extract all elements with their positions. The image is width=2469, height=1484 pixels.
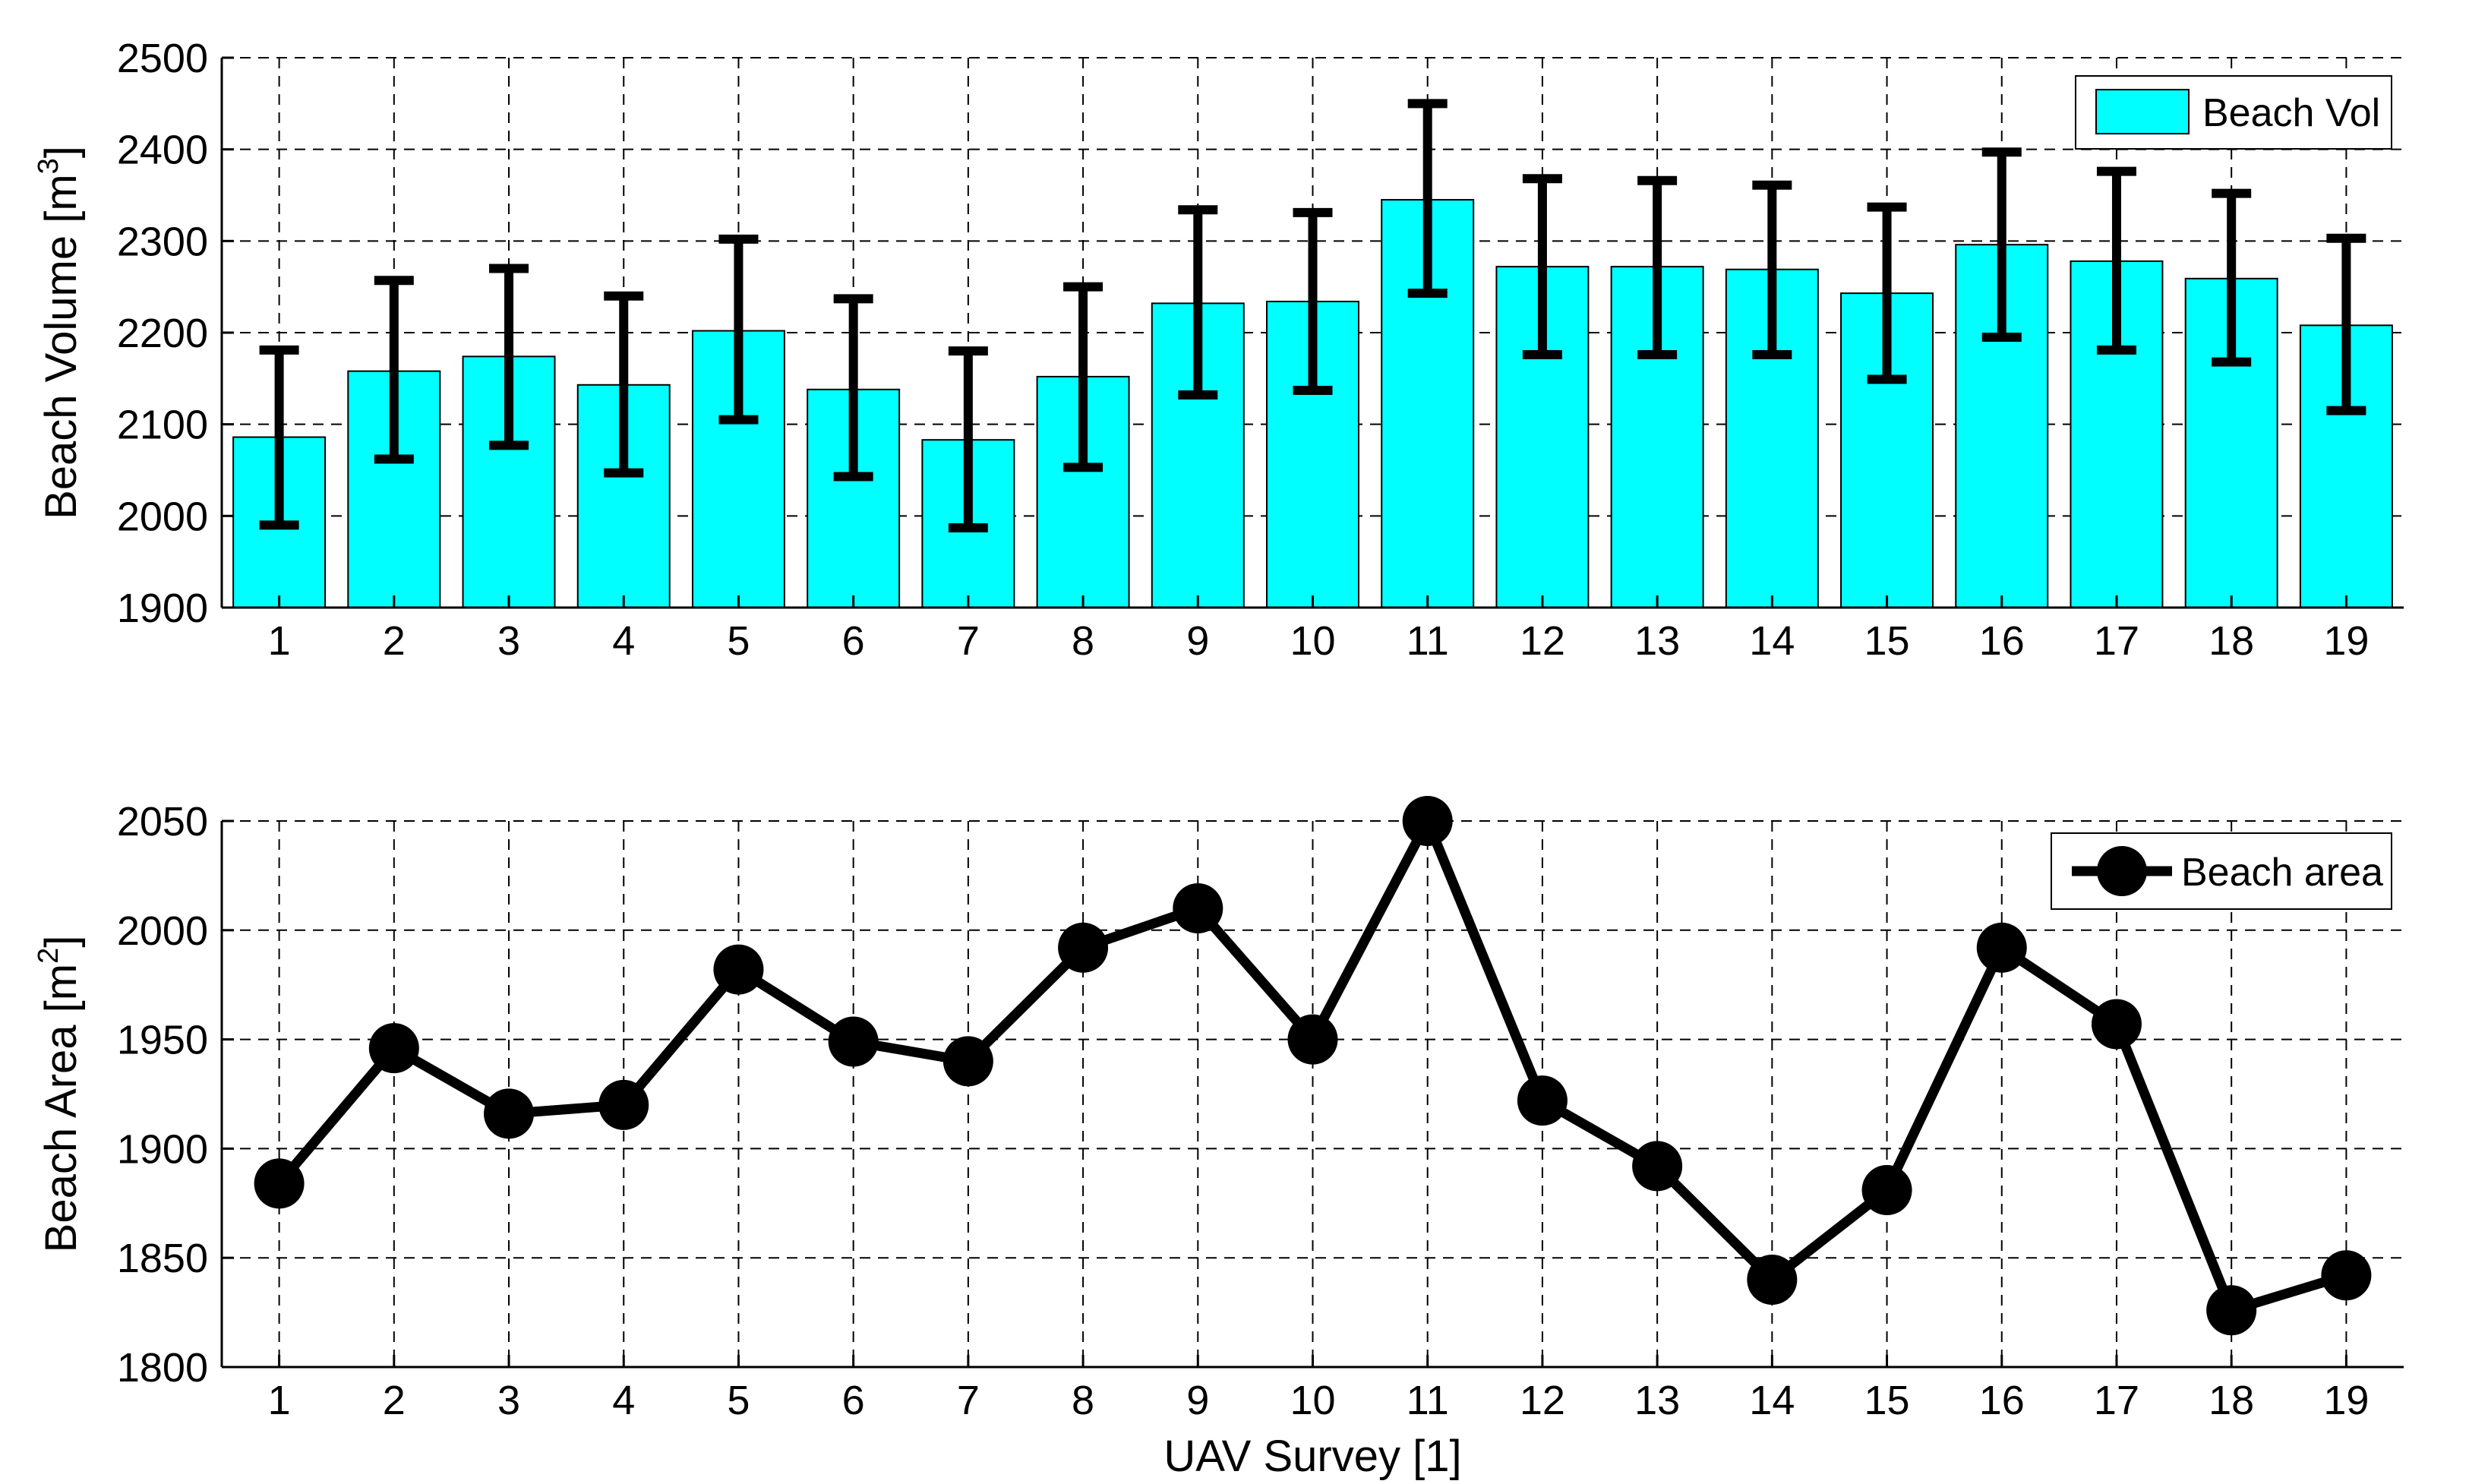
vol-x-tick-label: 7 [957,618,980,664]
area-y-tick-label: 1800 [117,1345,208,1391]
vol-y-axis-label-superscript: 3 [33,158,65,174]
area-x-tick-label: 1 [268,1378,291,1423]
area-x-tick-label: 9 [1186,1378,1209,1423]
volume-legend-label: Beach Vol [2202,91,2380,135]
area-y-axis-label-superscript: 2 [33,948,65,964]
vol-x-tick-label: 1 [268,618,291,664]
area-data-point [828,1016,879,1067]
area-x-tick-label: 16 [1979,1378,2025,1423]
vol-y-axis-label: Beach Volume [m3] [33,146,86,519]
area-x-tick-label: 8 [1072,1378,1094,1423]
vol-x-tick-label: 11 [1407,618,1449,664]
vol-y-tick-label: 2200 [117,311,208,356]
area-data-point [1058,922,1109,973]
area-x-tick-label: 6 [842,1378,865,1423]
area-y-tick-label: 1850 [117,1236,208,1281]
area-data-point [1173,883,1223,934]
area-data-point [2206,1285,2257,1336]
volume-legend-swatch [2095,89,2190,134]
area-data-point [1287,1014,1338,1065]
area-legend-label: Beach area [2181,851,2383,895]
area-data-point [1632,1141,1683,1192]
vol-y-tick-label: 2500 [117,36,208,81]
vol-y-tick-label: 2400 [117,128,208,173]
vol-x-tick-label: 15 [1864,618,1910,664]
area-data-point [368,1023,419,1074]
vol-x-tick-label: 17 [2094,618,2139,664]
area-x-tick-label: 4 [612,1378,635,1423]
area-y-axis-label-text: Beach Area [m [36,964,86,1252]
volume-bar [1151,302,1245,608]
vol-x-tick-label: 10 [1290,618,1335,664]
vol-x-tick-label: 13 [1634,618,1680,664]
area-y-tick-label: 2050 [117,799,208,845]
area-plot-area [222,821,2404,1367]
vol-x-tick-label: 6 [842,618,865,664]
vol-y-tick-label: 2000 [117,494,208,539]
area-y-tick-label: 1950 [117,1018,208,1063]
area-x-axis-label: UAV Survey [1] [1163,1432,1461,1481]
area-x-tick-label: 15 [1864,1378,1910,1423]
area-x-tick-label: 7 [957,1378,980,1423]
area-x-tick-label: 11 [1407,1378,1449,1423]
area-x-tick-label: 19 [2323,1378,2369,1423]
area-data-point [713,944,764,995]
area-data-point [254,1158,305,1209]
area-y-tick-label: 1900 [117,1126,208,1172]
vol-y-tick-label: 2300 [117,219,208,264]
area-data-point [942,1036,993,1087]
vol-y-axis-label-text: Beach Volume [m [36,174,86,519]
vol-x-tick-label: 19 [2323,618,2369,664]
vol-y-axis-label-close: ] [36,146,86,158]
area-legend: Beach area [2051,832,2392,910]
area-data-point [2091,999,2142,1050]
vol-x-tick-label: 12 [1520,618,1565,664]
vol-x-tick-label: 18 [2209,618,2254,664]
area-x-tick-label: 12 [1520,1378,1565,1423]
area-x-tick-label: 3 [497,1378,520,1423]
vol-x-tick-label: 3 [497,618,520,664]
vol-x-tick-label: 5 [727,618,750,664]
area-data-point [1402,796,1453,846]
area-data-point [1861,1165,1912,1216]
area-data-point [2321,1250,2372,1301]
vol-y-tick-label: 1900 [117,586,208,631]
vol-x-tick-label: 16 [1979,618,2025,664]
area-y-axis-label: Beach Area [m2] [33,936,86,1253]
vol-x-tick-label: 2 [383,618,406,664]
area-x-tick-label: 2 [383,1378,406,1423]
area-x-tick-label: 17 [2094,1378,2139,1423]
area-x-tick-label: 14 [1749,1378,1795,1423]
area-y-axis-label-close: ] [36,936,86,948]
area-data-point [1517,1075,1568,1126]
volume-legend: Beach Vol [2075,75,2392,150]
vol-x-tick-label: 8 [1072,618,1094,664]
vol-x-tick-label: 4 [612,618,635,664]
area-data-point [1747,1254,1798,1305]
vol-x-tick-label: 9 [1186,618,1209,664]
area-data-point [1976,922,2027,973]
area-data-point [598,1079,649,1130]
area-legend-marker [2097,846,2147,896]
area-x-tick-label: 5 [727,1378,750,1423]
vol-x-tick-label: 14 [1749,618,1795,664]
area-x-tick-label: 10 [1290,1378,1335,1423]
area-data-point [484,1088,535,1139]
volume-bar [2070,260,2164,608]
area-x-tick-label: 18 [2209,1378,2254,1423]
vol-y-tick-label: 2100 [117,403,208,448]
area-y-tick-label: 2000 [117,908,208,954]
area-x-tick-label: 13 [1634,1378,1680,1423]
